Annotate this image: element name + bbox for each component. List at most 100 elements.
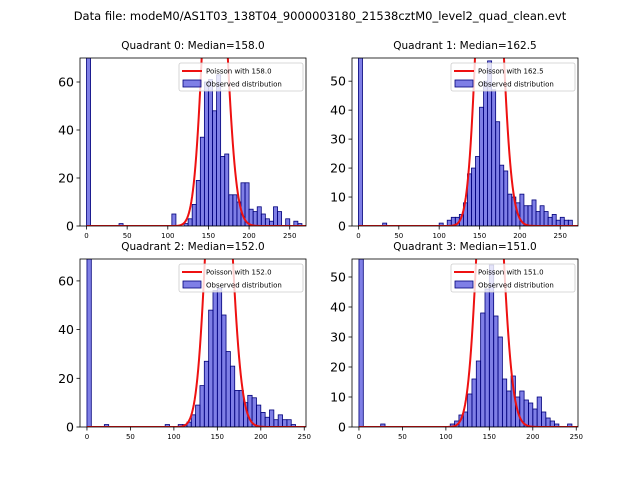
y-tick-label: 60	[58, 273, 74, 288]
histogram-bar	[532, 408, 538, 427]
histogram-bar	[475, 360, 482, 427]
histogram-bar	[199, 385, 205, 427]
y-tick-label: 40	[58, 322, 74, 337]
histogram-bar	[212, 110, 217, 226]
histogram-bar	[234, 390, 240, 427]
histogram-bar	[380, 423, 386, 427]
x-tick-label: 200	[513, 232, 526, 240]
histogram-bar	[531, 199, 537, 226]
histogram-bar	[228, 194, 234, 226]
histogram-bar	[543, 211, 549, 226]
x-tick-label: 0	[356, 232, 360, 240]
histogram-bar	[203, 360, 210, 427]
x-tick-label: 100	[432, 232, 445, 240]
histogram-bar	[501, 378, 508, 427]
histogram-bar	[86, 259, 92, 427]
histogram-bar	[527, 205, 533, 226]
histogram-bar	[212, 290, 218, 427]
legend-poisson-label: Poisson with 151.0	[478, 269, 544, 277]
histogram-bar	[260, 213, 266, 226]
legend: Poisson with 158.0 Observed distribution	[178, 62, 304, 92]
histogram-bar	[191, 203, 197, 226]
histogram-bar	[493, 315, 499, 427]
x-tick-label: 50	[123, 232, 132, 240]
histogram-bar	[232, 194, 238, 226]
histogram-bar	[252, 211, 258, 226]
histogram-bar	[216, 74, 222, 226]
histogram-bar	[567, 423, 573, 427]
y-tick-label: 50	[330, 270, 346, 285]
histogram-bar	[528, 402, 534, 427]
histogram-bar	[495, 121, 501, 226]
y-tick-label: 20	[330, 161, 346, 176]
x-tick-label: 150	[202, 232, 215, 240]
histogram-bar	[297, 223, 303, 226]
histogram-bar	[545, 417, 551, 427]
x-tick-label: 250	[283, 232, 296, 240]
x-tick-label: 150	[483, 433, 496, 441]
quadrant-2-plot-area	[86, 259, 306, 427]
histogram-bar	[547, 216, 553, 226]
histogram-bar	[203, 81, 209, 226]
histogram-bar	[221, 314, 227, 427]
y-tick-label: 30	[330, 132, 346, 147]
histogram-bar	[507, 193, 513, 226]
histogram-bar	[208, 79, 213, 226]
x-tick-label: 200	[526, 433, 539, 441]
histogram-bar	[382, 222, 388, 226]
x-tick-label: 200	[254, 433, 267, 441]
y-tick-label: 10	[330, 390, 346, 405]
quadrant-1-plot-area	[358, 58, 578, 226]
histogram-bar	[503, 170, 509, 226]
x-tick-label: 250	[298, 433, 311, 441]
y-tick-label: 20	[58, 171, 74, 186]
legend-box	[450, 263, 576, 293]
subplot-title: Quadrant 3: Median=151.0	[393, 241, 536, 253]
histogram-bar	[264, 416, 270, 427]
histogram-bar	[285, 218, 291, 226]
histogram-bar	[208, 309, 214, 427]
histogram-bar	[358, 259, 364, 427]
histogram-bar	[225, 351, 231, 427]
quadrant-0-plot-area	[86, 58, 306, 226]
histogram-bar	[471, 378, 477, 427]
histogram-bar	[269, 409, 275, 427]
quadrant-2-plot: 0 50 100 150 200 250 0 20 40 60 Quadrant 2: Median…	[58, 241, 311, 441]
histogram-bar	[479, 106, 484, 226]
quadrant-0-plot: 0 50 100 150 200 250 0 20 40 60 Quadrant 0: Median…	[58, 40, 307, 240]
x-tick-label: 100	[167, 433, 180, 441]
legend-box	[450, 62, 576, 92]
histogram-bar	[541, 411, 547, 427]
y-tick-label: 40	[330, 300, 346, 315]
x-tick-label: 100	[439, 433, 452, 441]
histogram-bar	[484, 288, 490, 427]
legend-box	[178, 62, 304, 92]
y-tick-label: 0	[66, 219, 74, 234]
histogram-bar	[224, 153, 230, 226]
y-tick-label: 10	[330, 190, 346, 205]
legend-poisson-label: Poisson with 158.0	[206, 68, 272, 76]
histogram-bar	[199, 136, 205, 226]
histogram-bar	[358, 58, 363, 226]
legend-observed-label: Observed distribution	[206, 282, 282, 290]
subplot-title: Quadrant 1: Median=162.5	[393, 40, 536, 52]
histogram-bar	[539, 205, 545, 226]
y-tick-label: 30	[330, 330, 346, 345]
histogram-bar	[195, 179, 201, 226]
histogram-bar	[282, 419, 288, 427]
x-tick-label: 250	[570, 433, 583, 441]
y-tick-label: 60	[58, 75, 74, 90]
y-tick-label: 0	[338, 420, 346, 435]
histogram-bar	[277, 414, 283, 427]
x-tick-label: 100	[161, 232, 174, 240]
legend-observed-label: Observed distribution	[478, 282, 554, 290]
legend-poisson-label: Poisson with 152.0	[206, 269, 272, 277]
histogram-bar	[536, 396, 542, 427]
histogram-bar	[229, 365, 236, 427]
histogram-bar	[220, 155, 226, 226]
axes-frame	[79, 57, 307, 227]
histogram-bar	[264, 218, 270, 226]
histogram-bar	[480, 312, 486, 427]
histogram-bar	[171, 213, 177, 226]
legend-observed-swatch	[182, 79, 202, 88]
